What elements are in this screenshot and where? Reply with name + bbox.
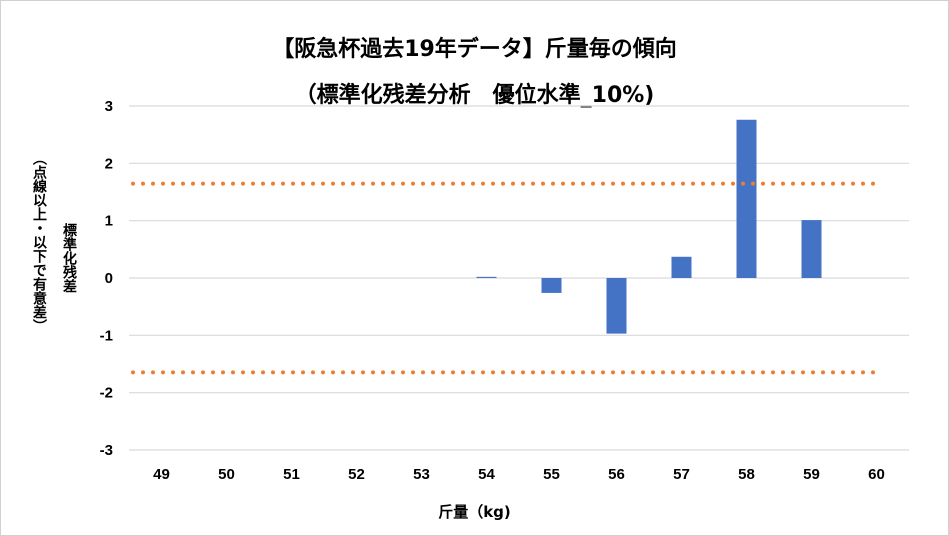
y-axis-label: 標準化残差 <box>61 223 77 293</box>
x-tick-label: 55 <box>543 466 560 483</box>
bar <box>671 256 692 278</box>
y-tick-label: -1 <box>100 327 113 344</box>
bar <box>606 278 627 334</box>
chart-title: 【阪急杯過去19年データ】斤量毎の傾向 <box>272 37 677 62</box>
bar <box>801 220 822 278</box>
x-tick-label: 59 <box>803 466 820 483</box>
x-tick-label: 50 <box>218 466 235 483</box>
x-tick-label: 58 <box>738 466 755 483</box>
y-tick-label: 0 <box>105 270 113 287</box>
y-axis-note: （点線以上・以下で有意差） <box>31 151 47 333</box>
y-tick-label: -3 <box>100 442 113 459</box>
x-tick-label: 53 <box>413 466 430 483</box>
x-tick-label: 57 <box>673 466 690 483</box>
x-tick-label: 60 <box>868 466 885 483</box>
x-axis-label: 斤量（kg) <box>438 503 511 521</box>
bar <box>476 276 497 278</box>
y-tick-label: 3 <box>105 98 113 115</box>
x-tick-label: 52 <box>348 466 365 483</box>
y-tick-label: 2 <box>105 155 113 172</box>
x-tick-label: 51 <box>283 466 300 483</box>
y-tick-label: -2 <box>100 385 113 402</box>
y-tick-label: 1 <box>105 213 113 230</box>
bar <box>541 278 562 293</box>
x-tick-label: 49 <box>153 466 170 483</box>
x-tick-label: 54 <box>478 466 495 483</box>
chart-subtitle: （標準化残差分析 優位水準_10%) <box>294 83 655 108</box>
x-tick-label: 56 <box>608 466 625 483</box>
bar <box>736 119 757 278</box>
